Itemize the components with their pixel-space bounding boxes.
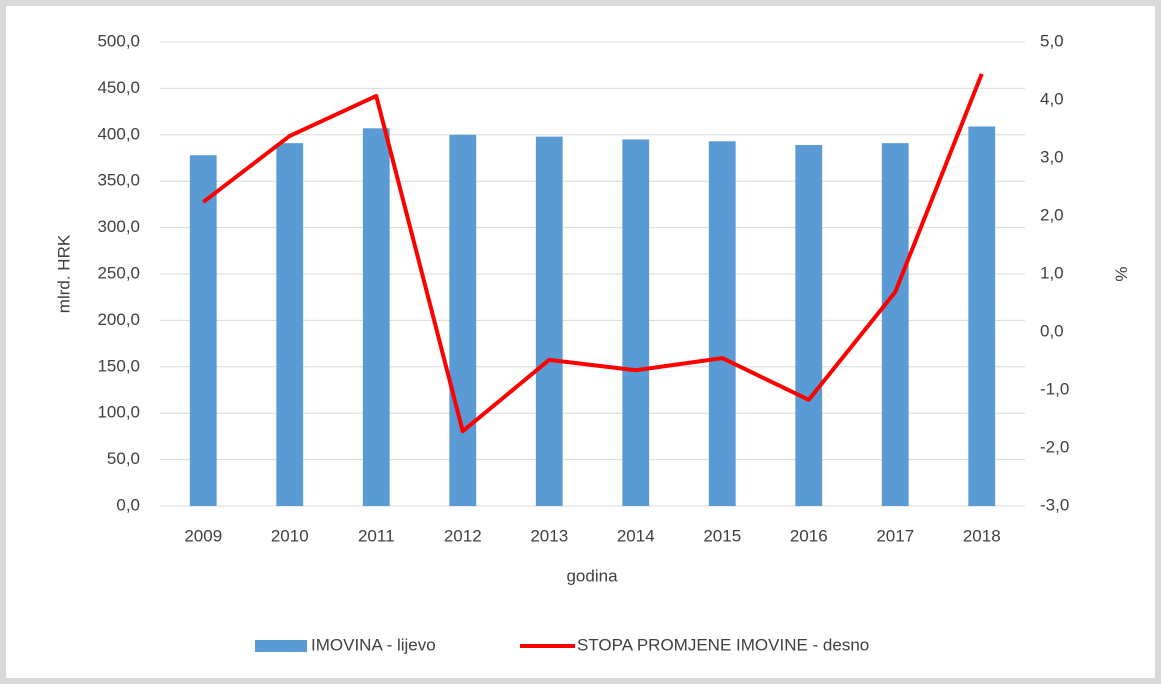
y2-tick-label: 5,0 <box>1040 31 1064 50</box>
y-tick-label: 400,0 <box>97 124 140 143</box>
y2-tick-label: 3,0 <box>1040 147 1064 166</box>
y-tick-label: 150,0 <box>97 356 140 375</box>
y2-axis-label: % <box>1112 266 1131 281</box>
x-tick-label: 2013 <box>530 526 568 545</box>
y-tick-label: 450,0 <box>97 78 140 97</box>
x-tick-label: 2011 <box>358 526 395 545</box>
bar <box>276 143 304 507</box>
x-axis-label: godina <box>566 566 618 585</box>
x-tick-label: 2009 <box>184 526 222 545</box>
y2-tick-label: 4,0 <box>1040 89 1064 108</box>
x-tick-label: 2010 <box>271 526 309 545</box>
x-tick-label: 2016 <box>790 526 828 545</box>
y-axis-label: mlrd. HRK <box>54 234 73 313</box>
bar <box>449 134 477 507</box>
legend-label: STOPA PROMJENE IMOVINE - desno <box>577 635 869 654</box>
y2-tick-label: 1,0 <box>1040 263 1064 282</box>
y-tick-label: 100,0 <box>97 403 140 422</box>
bar <box>881 143 909 507</box>
y-tick-label: 50,0 <box>107 449 140 468</box>
y2-tick-label: 2,0 <box>1040 205 1064 224</box>
x-tick-label: 2015 <box>703 526 741 545</box>
bar <box>622 139 650 506</box>
bar <box>362 128 390 506</box>
x-tick-label: 2017 <box>876 526 914 545</box>
x-tick-label: 2018 <box>963 526 1001 545</box>
y-tick-label: 350,0 <box>97 171 140 190</box>
bar <box>189 155 217 506</box>
bar <box>535 136 563 506</box>
legend-swatch <box>255 640 307 652</box>
line <box>202 73 984 434</box>
y2-tick-label: -3,0 <box>1040 495 1069 514</box>
x-tick-label: 2012 <box>444 526 482 545</box>
y-tick-label: 300,0 <box>97 217 140 236</box>
y2-tick-label: -1,0 <box>1040 379 1069 398</box>
y-tick-label: 500,0 <box>97 31 140 50</box>
bar <box>968 126 996 506</box>
bar <box>795 145 823 506</box>
y-tick-label: 0,0 <box>116 495 140 514</box>
legend-label: IMOVINA - lijevo <box>311 635 436 654</box>
y-tick-label: 200,0 <box>97 310 140 329</box>
bar <box>708 141 736 506</box>
y-tick-label: 250,0 <box>97 263 140 282</box>
x-tick-label: 2014 <box>617 526 655 545</box>
y2-tick-label: 0,0 <box>1040 321 1064 340</box>
y2-tick-label: -2,0 <box>1040 437 1069 456</box>
